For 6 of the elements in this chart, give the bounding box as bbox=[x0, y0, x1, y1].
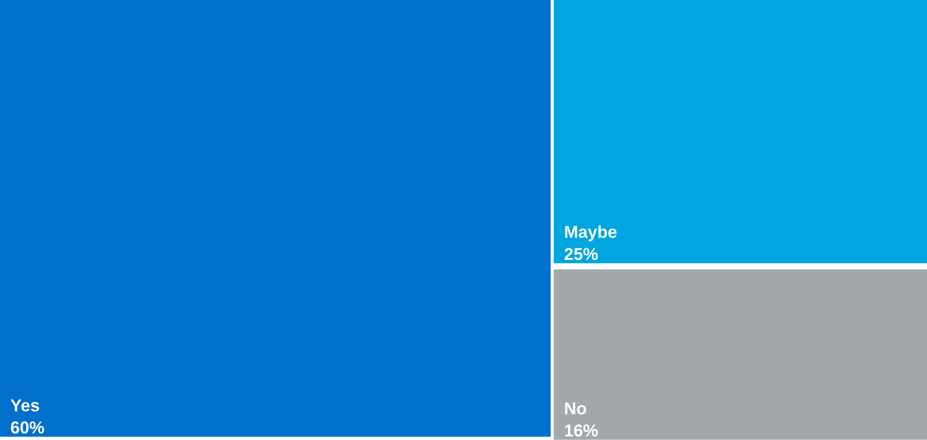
category-label: No bbox=[565, 402, 586, 415]
data-label: 25% bbox=[564, 248, 598, 260]
category-label: Yes bbox=[10, 400, 40, 412]
data-label: 16% bbox=[565, 424, 598, 437]
data-label: 60% bbox=[10, 422, 44, 434]
category-label: Maybe bbox=[565, 226, 617, 242]
